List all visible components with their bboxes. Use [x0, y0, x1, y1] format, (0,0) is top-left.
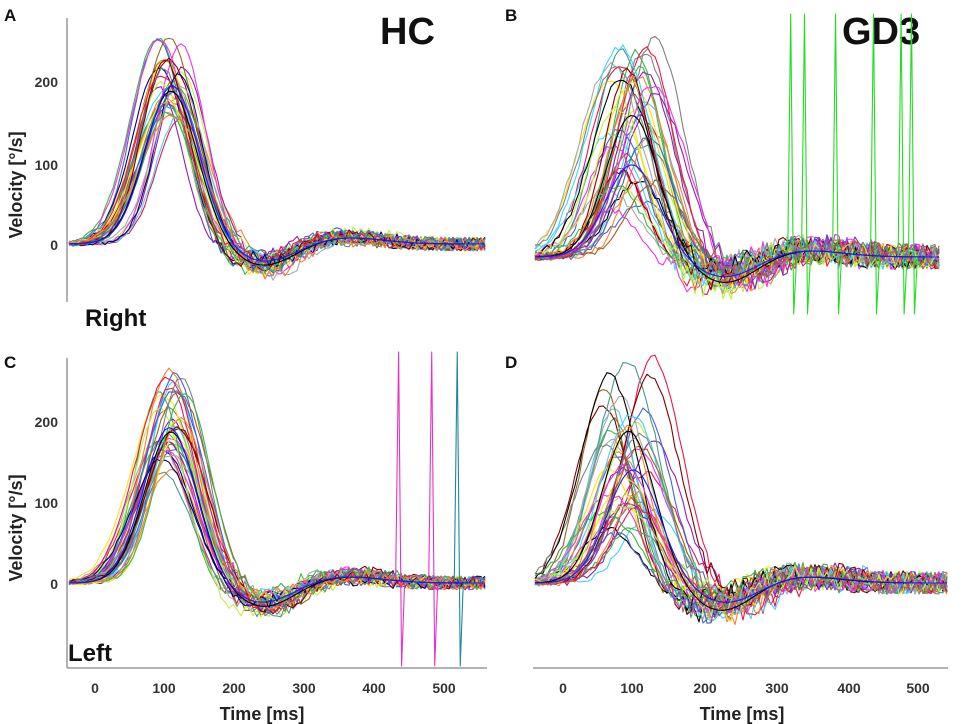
trace-a-28: [68, 85, 486, 281]
x-tick-c-400: 400: [362, 680, 386, 696]
trace-c-5: [68, 380, 486, 604]
panel-letter-a: A: [4, 6, 16, 25]
panel-a: A HC Right Velocity [°/s] 0 100 200: [4, 6, 486, 332]
x-tick-d-200: 200: [693, 680, 717, 696]
trace-b-mean-blue: [534, 164, 939, 278]
side-label-right: Right: [85, 305, 146, 332]
x-tick-c-200: 200: [222, 680, 246, 696]
x-tick-d-300: 300: [765, 680, 789, 696]
traces-d: [534, 354, 948, 626]
y-axis-title-c: Velocity [°/s]: [6, 474, 26, 581]
x-tick-c-500: 500: [432, 680, 456, 696]
y-ticks-c: 0 100 200: [35, 414, 59, 592]
artifact-c-0: [395, 351, 406, 667]
traces-a: [68, 37, 486, 281]
trace-c-24: [68, 377, 486, 615]
y-axis-title-a: Velocity [°/s]: [6, 131, 26, 238]
panel-d: D 0 100 200 300 400 500 Time [ms]: [505, 353, 948, 724]
x-tick-d-500: 500: [906, 680, 930, 696]
artifact-b-1: [800, 13, 812, 315]
group-label-gd3: GD3: [842, 11, 920, 53]
trace-a-22: [68, 80, 486, 267]
trace-d-mean-blue: [534, 469, 947, 603]
y-tick-c-100: 100: [35, 495, 59, 511]
panel-c: C Left Velocity [°/s] 0 100 200 0 100 20…: [4, 351, 487, 724]
trace-c-33: [68, 417, 486, 610]
trace-a-33: [68, 114, 486, 280]
x-axis-title-c: Time [ms]: [220, 704, 305, 724]
y-tick-a-0: 0: [50, 237, 58, 253]
x-ticks-d: 0 100 200 300 400 500: [559, 680, 930, 696]
trace-d-39: [534, 432, 948, 615]
x-ticks-c: 0 100 200 300 400 500: [91, 680, 456, 696]
x-tick-c-100: 100: [152, 680, 176, 696]
artifact-b-2: [832, 13, 843, 315]
x-tick-c-0: 0: [91, 680, 99, 696]
trace-b-38: [534, 179, 940, 282]
trace-b-37: [534, 105, 940, 297]
artifact-c-2: [453, 351, 464, 667]
y-tick-c-0: 0: [50, 576, 58, 592]
traces-c: [68, 351, 486, 667]
y-tick-a-200: 200: [35, 74, 59, 90]
x-axis-title-d: Time [ms]: [700, 704, 785, 724]
x-tick-d-0: 0: [559, 680, 567, 696]
trace-c-9: [68, 406, 486, 600]
group-label-hc: HC: [380, 11, 435, 53]
trace-d-27: [534, 395, 948, 623]
panel-letter-b: B: [505, 6, 517, 25]
x-tick-c-300: 300: [292, 680, 316, 696]
y-ticks-a: 0 100 200: [35, 74, 59, 253]
panel-b: B GD3: [505, 6, 940, 315]
y-tick-c-200: 200: [35, 414, 59, 430]
y-tick-a-100: 100: [35, 157, 59, 173]
x-tick-d-400: 400: [837, 680, 861, 696]
artifact-b-4: [897, 13, 908, 315]
trace-c-18: [68, 367, 486, 599]
artifact-c-1: [428, 351, 439, 667]
panel-letter-c: C: [4, 353, 16, 372]
traces-b: [534, 13, 940, 315]
trace-c-12: [68, 394, 486, 603]
artifact-b-0: [787, 13, 798, 315]
trace-c-1: [68, 391, 486, 601]
artifact-b-5: [907, 13, 918, 315]
artifact-b-3: [869, 13, 881, 315]
trace-d-31: [534, 510, 948, 604]
side-label-left: Left: [68, 640, 112, 667]
panel-letter-d: D: [505, 353, 517, 372]
trace-c-mean-blue: [68, 427, 485, 603]
x-tick-d-100: 100: [620, 680, 644, 696]
trace-a-mean-blue: [69, 85, 485, 262]
trace-b-39: [534, 66, 940, 282]
